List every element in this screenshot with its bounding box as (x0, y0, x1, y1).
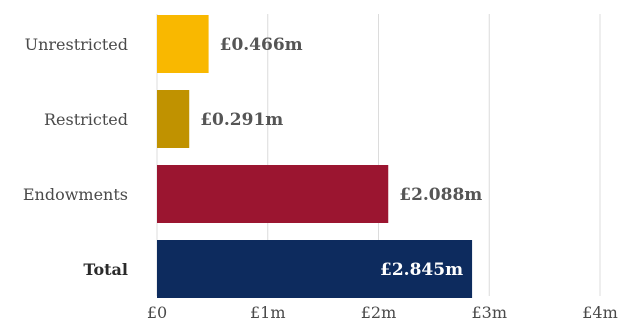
bar-restricted (157, 90, 190, 148)
category-label: Unrestricted (25, 35, 128, 54)
data-label: £0.466m (220, 35, 303, 55)
x-tick-label: £4m (582, 303, 618, 322)
x-tick-label: £3m (471, 303, 507, 322)
bar-unrestricted (157, 15, 209, 73)
data-label: £0.291m (200, 110, 283, 130)
data-labels: £0.466m £0.291m £2.088m £2.845m (200, 35, 482, 280)
category-label: Endowments (23, 185, 128, 204)
x-axis-tick-labels: £0 £1m £2m £3m £4m (147, 303, 618, 322)
bar-endowments (157, 165, 389, 223)
x-tick-label: £1m (250, 303, 286, 322)
bar-total (157, 240, 473, 298)
x-tick-label: £2m (361, 303, 397, 322)
category-label: Total (83, 260, 128, 279)
category-labels: Unrestricted Restricted Endowments Total (23, 35, 128, 279)
data-label: £2.845m (380, 260, 463, 280)
bars (157, 15, 473, 298)
data-label: £2.088m (399, 185, 482, 205)
category-label: Restricted (44, 110, 128, 129)
x-tick-label: £0 (147, 303, 167, 322)
